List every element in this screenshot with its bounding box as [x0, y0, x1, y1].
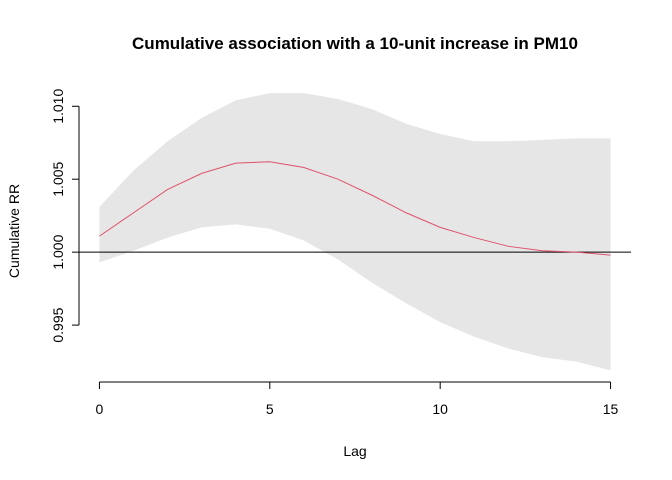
y-tick-label: 1.000	[50, 234, 66, 269]
x-axis-label: Lag	[343, 443, 366, 459]
y-axis-label: Cumulative RR	[6, 184, 22, 278]
y-tick-label: 0.995	[50, 307, 66, 342]
estimate-line	[99, 161, 611, 256]
y-tick-label: 1.005	[50, 161, 66, 196]
confidence-band	[99, 93, 611, 371]
x-tick-label: 0	[96, 401, 104, 417]
axes: 0 5 10 15 0.995 1.000 1.005 1.010	[50, 89, 619, 417]
x-tick-label: 5	[266, 401, 274, 417]
y-tick-label: 1.010	[50, 89, 66, 124]
x-tick-label: 15	[603, 401, 619, 417]
plot-area	[79, 93, 631, 371]
x-tick-label: 10	[432, 401, 448, 417]
chart-title: Cumulative association with a 10-unit in…	[132, 34, 578, 53]
